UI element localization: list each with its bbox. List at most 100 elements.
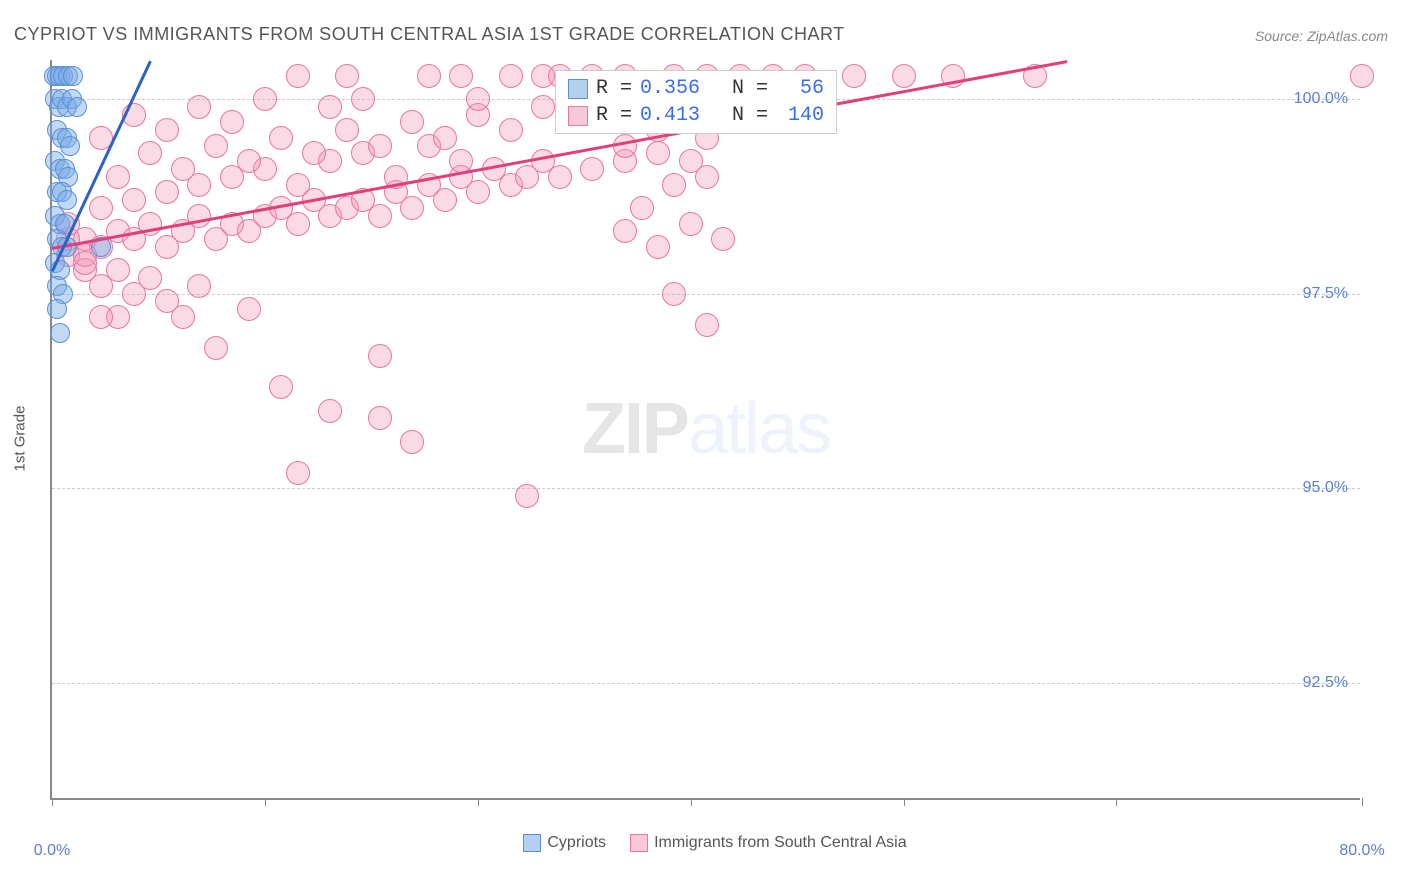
gridline [52,683,1360,684]
data-point [204,134,228,158]
correlation-legend: R = 0.356 N = 56 R = 0.413 N = 140 [555,70,837,134]
data-point [89,305,113,329]
data-point [499,64,523,88]
data-point [400,196,424,220]
data-point [531,95,555,119]
data-point [187,204,211,228]
legend-r-value: 0.413 [640,102,700,129]
source-attribution: Source: ZipAtlas.com [1255,28,1388,44]
legend-swatch [523,834,541,852]
y-axis-label: 1st Grade [12,406,29,472]
data-point [646,141,670,165]
data-point [155,180,179,204]
data-point [106,258,130,282]
y-tick-label: 95.0% [1303,479,1348,497]
data-point [368,204,392,228]
data-point [318,399,342,423]
data-point [171,157,195,181]
data-point [220,110,244,134]
data-point [711,227,735,251]
data-point [138,141,162,165]
legend-row: R = 0.413 N = 140 [568,102,824,129]
legend-row: R = 0.356 N = 56 [568,75,824,102]
data-point [187,95,211,119]
data-point [50,323,70,343]
legend-series-label: Immigrants from South Central Asia [654,834,907,851]
legend-swatch [568,106,588,126]
legend-text: N = [708,75,768,102]
data-point [63,66,83,86]
data-point [47,299,67,319]
data-point [67,97,87,117]
data-point [662,173,686,197]
data-point [237,149,261,173]
data-point [351,87,375,111]
data-point [449,64,473,88]
data-point [842,64,866,88]
data-point [269,126,293,150]
data-point [368,406,392,430]
gridline [52,488,1360,489]
data-point [138,266,162,290]
data-point [679,212,703,236]
data-point [417,64,441,88]
data-point [335,64,359,88]
legend-n-value: 56 [776,75,824,102]
x-tick [1362,798,1363,806]
data-point [187,274,211,298]
watermark: ZIPatlas [582,388,830,470]
data-point [253,87,277,111]
data-point [646,235,670,259]
y-tick-label: 92.5% [1303,674,1348,692]
y-tick-label: 100.0% [1294,90,1348,108]
data-point [695,313,719,337]
data-point [433,126,457,150]
data-point [433,188,457,212]
data-point [155,118,179,142]
data-point [171,305,195,329]
data-point [106,165,130,189]
data-point [613,219,637,243]
legend-r-value: 0.356 [640,75,700,102]
x-tick [52,798,53,806]
data-point [122,188,146,212]
data-point [286,212,310,236]
data-point [368,344,392,368]
legend-text: R = [596,102,632,129]
data-point [400,110,424,134]
data-point [318,95,342,119]
watermark-light: atlas [688,389,830,469]
watermark-strong: ZIP [582,389,688,469]
legend-swatch [568,79,588,99]
gridline [52,294,1360,295]
chart-title: CYPRIOT VS IMMIGRANTS FROM SOUTH CENTRAL… [14,24,845,45]
data-point [613,134,637,158]
data-point [335,118,359,142]
scatter-plot-area: ZIPatlas 92.5%95.0%97.5%100.0%0.0%80.0% [50,60,1360,800]
data-point [466,87,490,111]
series-legend: Cypriots Immigrants from South Central As… [0,834,1406,852]
legend-text: N = [708,102,768,129]
data-point [286,461,310,485]
y-tick-label: 97.5% [1303,285,1348,303]
x-tick [1116,798,1117,806]
data-point [60,136,80,156]
data-point [1350,64,1374,88]
data-point [548,165,572,189]
data-point [580,157,604,181]
data-point [73,251,97,275]
x-tick [691,798,692,806]
data-point [89,196,113,220]
legend-series-label: Cypriots [547,834,606,851]
legend-text: R = [596,75,632,102]
data-point [269,375,293,399]
data-point [302,141,326,165]
data-point [466,180,490,204]
data-point [286,64,310,88]
legend-n-value: 140 [776,102,824,129]
data-point [204,336,228,360]
legend-swatch [630,834,648,852]
data-point [400,430,424,454]
x-tick [904,798,905,806]
data-point [695,165,719,189]
